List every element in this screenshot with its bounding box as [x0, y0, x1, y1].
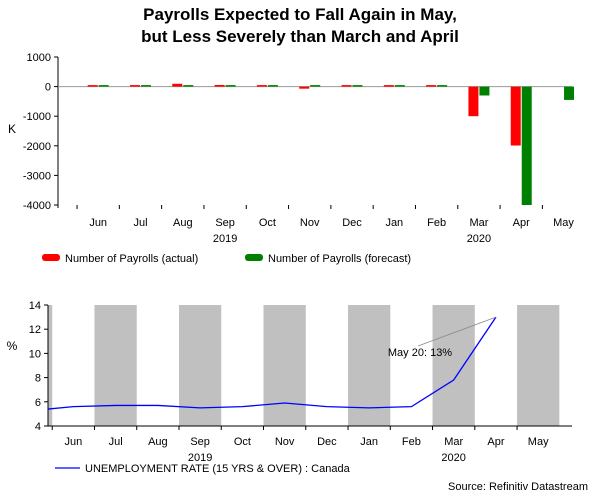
- x-tick-label: Jul: [109, 436, 123, 448]
- title-line-2: but Less Severely than March and April: [141, 27, 459, 46]
- bar-actual: [172, 83, 183, 87]
- x-tick-label: Jun: [64, 436, 82, 448]
- y-tick-label: -2000: [23, 141, 51, 153]
- x-tick-label: Oct: [234, 436, 251, 448]
- x-tick-label: Feb: [402, 436, 421, 448]
- bar-actual: [214, 84, 225, 87]
- y-tick-label: 10: [29, 348, 41, 360]
- bar-actual: [129, 85, 140, 87]
- bar-forecast: [225, 85, 236, 87]
- y-axis-label: %: [7, 339, 18, 353]
- bar-forecast: [98, 85, 109, 87]
- x-tick-label: Sep: [215, 217, 235, 229]
- bar-forecast: [437, 85, 448, 87]
- legend-swatch: [245, 254, 263, 261]
- x-tick-label: Jan: [385, 217, 403, 229]
- y-tick-label: -3000: [23, 170, 51, 182]
- x-tick-label: Mar: [469, 217, 488, 229]
- x-tick-label: Oct: [259, 217, 276, 229]
- y-tick-label: 6: [35, 397, 41, 409]
- year-label: 2019: [213, 233, 237, 245]
- x-tick-label: Apr: [487, 436, 504, 448]
- bar-actual: [87, 85, 98, 87]
- chart-title: Payrolls Expected to Fall Again in May, …: [0, 4, 600, 48]
- bar-forecast: [310, 85, 321, 87]
- x-tick-label: Sep: [190, 436, 210, 448]
- x-tick-label: Nov: [300, 217, 320, 229]
- shade-band: [432, 305, 475, 426]
- title-line-1: Payrolls Expected to Fall Again in May,: [143, 5, 457, 24]
- y-tick-label: 14: [29, 300, 41, 312]
- y-tick-label: 1000: [27, 52, 51, 64]
- year-label: 2020: [441, 452, 465, 464]
- year-label: 2020: [467, 233, 491, 245]
- y-tick-label: 0: [45, 82, 51, 94]
- x-tick-label: Apr: [513, 217, 530, 229]
- x-tick-label: May: [553, 217, 574, 229]
- bar-forecast: [183, 85, 194, 87]
- shade-band: [179, 305, 222, 426]
- bar-forecast: [521, 86, 532, 205]
- bar-forecast: [352, 85, 363, 87]
- x-tick-label: Aug: [173, 217, 193, 229]
- bar-actual: [299, 86, 310, 89]
- x-tick-label: Mar: [444, 436, 463, 448]
- shade-band: [94, 305, 137, 426]
- bar-actual: [256, 85, 267, 87]
- y-axis-label: K: [8, 122, 16, 136]
- bar-forecast: [140, 85, 151, 87]
- shade-band: [348, 305, 391, 426]
- annotation-leader: [417, 316, 497, 347]
- y-tick-label: 12: [29, 324, 41, 336]
- x-tick-label: Dec: [317, 436, 337, 448]
- x-tick-label: Nov: [275, 436, 295, 448]
- x-tick-label: Feb: [427, 217, 446, 229]
- x-tick-label: Aug: [148, 436, 168, 448]
- shade-band: [263, 305, 306, 426]
- annotation-label: May 20: 13%: [388, 347, 452, 359]
- bar-actual: [341, 85, 352, 87]
- x-tick-label: Jun: [89, 217, 107, 229]
- year-label: 2019: [188, 452, 212, 464]
- bar-forecast: [267, 85, 278, 87]
- x-tick-label: Dec: [342, 217, 362, 229]
- payrolls-bar-chart: 1000 0 -1000 -2000 -3000 -4000 K Jun Jul Aug Sep Oc…: [8, 52, 574, 265]
- legend-label: Number of Payrolls (actual): [65, 253, 198, 265]
- bar-actual: [426, 85, 437, 87]
- shade-band: [517, 305, 560, 426]
- unemployment-line: [47, 316, 497, 410]
- unemployment-line-chart: 14 12 10 8 6 4% Jun Jul Aug Sep Oct Nov Dec Jan Feb Mar…: [7, 300, 572, 475]
- bar-actual: [510, 86, 521, 146]
- bar-forecast: [479, 86, 490, 96]
- y-tick-label: -1000: [23, 111, 51, 123]
- bar-forecast: [564, 86, 575, 100]
- legend-swatch: [42, 254, 60, 261]
- shade-band: [48, 305, 53, 426]
- x-tick-label: May: [528, 436, 549, 448]
- legend-label: UNEMPLOYMENT RATE (15 YRS & OVER) : Cana…: [85, 463, 351, 475]
- bar-forecast: [394, 85, 405, 87]
- bar-actual: [383, 85, 394, 87]
- source-note: Source: Refinitiv Datastream: [448, 481, 588, 493]
- x-tick-label: Jan: [360, 436, 378, 448]
- y-tick-label: 8: [35, 373, 41, 385]
- y-tick-label: -4000: [23, 200, 51, 212]
- legend-label: Number of Payrolls (forecast): [268, 253, 411, 265]
- x-tick-label: Jul: [133, 217, 147, 229]
- y-tick-label: 4: [35, 421, 41, 433]
- bar-actual: [468, 86, 479, 117]
